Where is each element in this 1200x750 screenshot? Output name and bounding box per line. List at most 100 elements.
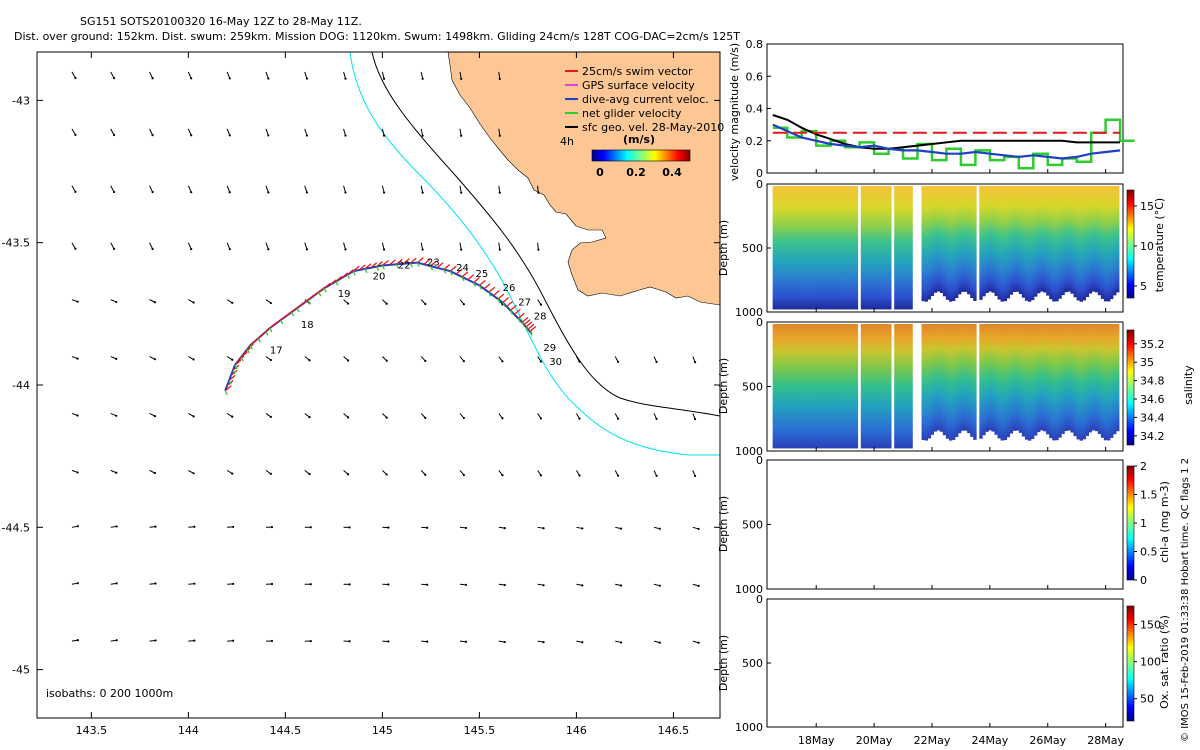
dive-profile [842, 186, 846, 310]
map-ytick-label: -45 [12, 664, 30, 677]
legend-label: net glider velocity [582, 107, 682, 120]
geo-velocity-arrowhead [74, 76, 77, 80]
geo-velocity-arrowhead [464, 526, 468, 530]
dive-profile [936, 324, 941, 431]
geo-velocity-arrowhead [347, 302, 350, 305]
track-day-label: 18 [301, 320, 314, 331]
geo-velocity-arrowhead [348, 640, 351, 643]
geo-velocity-arrowhead [153, 301, 157, 304]
dive-profile [894, 324, 898, 449]
depth-tick: 0 [756, 454, 763, 467]
geo-velocity-arrow [187, 128, 192, 136]
isobaths-note: isobaths: 0 200 1000m [46, 687, 173, 700]
swim-vector [376, 261, 383, 268]
dive-profile [1094, 186, 1099, 293]
geo-velocity-arrow [71, 242, 76, 250]
geo-velocity-arrow [304, 242, 308, 250]
isobath-1000m [371, 52, 720, 417]
geo-velocity-arrowhead [232, 639, 235, 642]
geo-velocity-arrowhead [270, 525, 274, 529]
net-velocity-vector [443, 269, 447, 274]
dive-profile [848, 324, 853, 449]
geo-velocity-arrowhead [112, 247, 116, 250]
geo-velocity-arrowhead [424, 416, 427, 419]
track-day-label: 30 [549, 357, 562, 368]
net-velocity-vector [509, 310, 514, 315]
map-xtick-label: 143.5 [76, 724, 108, 737]
time-tick-label: 18May [798, 734, 835, 747]
geo-velocity-arrowhead [537, 191, 540, 194]
net-velocity-vector [381, 265, 385, 270]
dive-profile [1049, 186, 1053, 300]
colorbar-tick-label: 100 [1140, 656, 1161, 669]
geo-velocity-arrowhead [619, 527, 623, 530]
swim-vector [240, 351, 248, 358]
geo-velocity-arrowhead [616, 417, 620, 420]
dive-profile [796, 186, 801, 310]
dive-profile [1082, 324, 1087, 440]
geo-velocity-arrowhead [270, 639, 274, 643]
dive-profile [924, 324, 928, 441]
track-day-label: 17 [270, 346, 283, 357]
net-velocity-vector [346, 274, 351, 279]
dive-profile [1070, 186, 1074, 294]
geo-velocity-arrowhead [74, 247, 77, 250]
geo-velocity-arrow [537, 242, 539, 250]
swim-vector [269, 322, 277, 329]
geo-velocity-arrowhead [190, 77, 193, 80]
geo-velocity-arrowhead [308, 359, 311, 362]
dive-profile [954, 186, 959, 299]
swim-vector [443, 263, 451, 270]
net-velocity-vector [525, 326, 529, 332]
geo-velocity-arrowhead [112, 190, 116, 194]
geo-velocity-arrowhead [537, 248, 540, 251]
geo-velocity-arrowhead [619, 641, 623, 644]
track-day-label: 25 [476, 269, 489, 280]
dive-profile [1055, 324, 1059, 441]
dive-profile [945, 186, 950, 300]
geo-velocity-arrowhead [382, 191, 386, 194]
dive-profile [982, 324, 986, 436]
depth-tick: 1000 [735, 306, 763, 319]
geo-velocity-arrowhead [347, 473, 350, 476]
geo-velocity-arrowhead [192, 301, 195, 304]
swim-vector [352, 265, 360, 272]
colorbar-tick: 0 [596, 166, 604, 179]
swim-vector [449, 265, 457, 272]
swim-vector [510, 304, 517, 311]
dive-profile [951, 186, 956, 301]
dive-profile [778, 186, 783, 310]
net-velocity-vector [461, 276, 465, 282]
dive-profile [830, 324, 834, 449]
geo-velocity-arrow [459, 128, 462, 136]
dive-profile [973, 324, 977, 440]
geo-velocity-arrowhead [503, 527, 506, 530]
colorbar-tick-label: 0 [1140, 574, 1147, 587]
dive-profile [1097, 324, 1102, 435]
geo-velocity-arrowhead [231, 472, 234, 475]
dive-profile [1097, 186, 1102, 296]
geo-velocity-arrow [265, 128, 269, 136]
dive-profile [869, 324, 874, 449]
depth-tick: 0 [756, 316, 763, 329]
track-day-label: 24 [456, 263, 469, 274]
dive-profile [1064, 324, 1068, 432]
dive-profile [964, 324, 968, 431]
geo-velocity-arrow [459, 185, 462, 193]
geo-velocity-arrowhead [231, 415, 234, 418]
swim-vector [478, 279, 486, 286]
geo-velocity-arrow [187, 185, 192, 193]
dive-profile [1103, 324, 1108, 441]
swim-vector [246, 343, 254, 350]
swim-vector [492, 290, 500, 297]
track-day-label: 20 [373, 272, 386, 283]
geo-velocity-arrowhead [581, 527, 584, 530]
geo-velocity-arrowhead [498, 134, 501, 137]
geo-velocity-arrow [187, 71, 192, 79]
swim-vector [523, 319, 531, 326]
net-velocity-vector [318, 291, 322, 297]
velocity-series-line [772, 123, 1121, 160]
geo-velocity-arrow [149, 242, 154, 250]
geo-velocity-arrowhead [693, 474, 697, 478]
geo-velocity-arrowhead [501, 360, 504, 363]
